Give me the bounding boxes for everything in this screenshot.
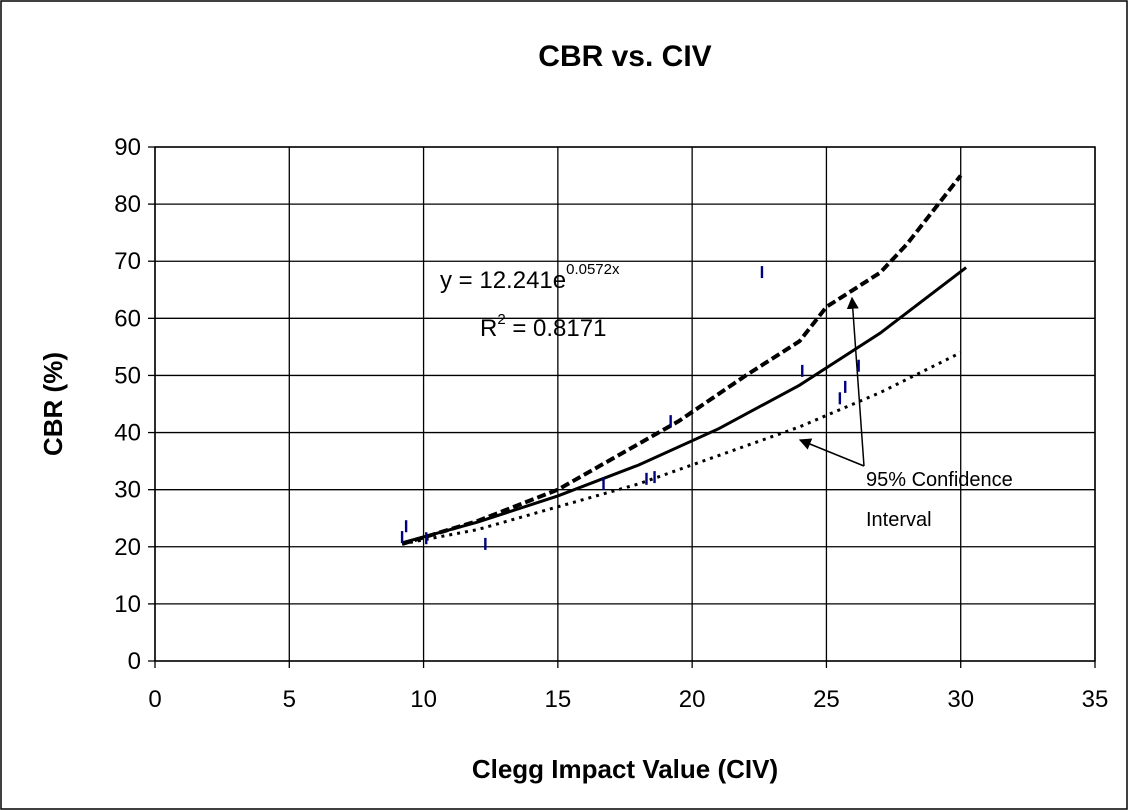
- data-point: [801, 364, 804, 377]
- r-squared-rest: = 0.8171: [506, 315, 607, 342]
- r-squared: R2 = 0.8171: [480, 311, 606, 342]
- annotation-arrow: [846, 296, 865, 467]
- annotation-line: 95% Confidence: [866, 469, 1013, 491]
- x-tick-label: 0: [148, 686, 161, 713]
- y-axis-title: CBR (%): [38, 352, 68, 456]
- x-tick-label: 30: [947, 686, 974, 713]
- trend-line: [401, 266, 967, 545]
- equation-base: y = 12.241e: [440, 267, 566, 294]
- annotation-line: Interval: [866, 509, 932, 531]
- chart-title: CBR vs. CIV: [538, 40, 711, 73]
- data-point: [844, 380, 847, 393]
- r-squared-exponent: 2: [497, 311, 505, 328]
- data-point: [645, 472, 648, 485]
- data-point: [857, 359, 860, 372]
- data-point: [653, 471, 656, 484]
- r-squared-base: R: [480, 315, 497, 342]
- data-point: [760, 266, 764, 279]
- y-tick-label: 60: [114, 305, 141, 332]
- y-tick-label: 90: [114, 134, 141, 161]
- x-tick-label: 35: [1082, 686, 1109, 713]
- equation: y = 12.241e0.0572x: [440, 261, 620, 294]
- x-tick-label: 25: [813, 686, 840, 713]
- y-tick-label: 70: [114, 248, 141, 275]
- x-tick-label: 20: [679, 686, 706, 713]
- y-tick-label: 0: [128, 648, 141, 675]
- data-point: [484, 537, 487, 550]
- x-axis-title: Clegg Impact Value (CIV): [472, 754, 778, 784]
- data-point: [425, 532, 428, 545]
- data-point: [400, 531, 404, 544]
- y-tick-label: 10: [114, 591, 141, 618]
- x-tick-label: 10: [410, 686, 437, 713]
- y-tick-label: 50: [114, 362, 141, 389]
- lower-ci-line: [401, 351, 962, 546]
- y-tick-label: 80: [114, 191, 141, 218]
- x-tick-label: 5: [283, 686, 296, 713]
- data-point: [669, 415, 672, 428]
- plot-area: [154, 146, 1096, 662]
- equation-exponent: 0.0572x: [566, 261, 620, 278]
- y-tick-label: 20: [114, 534, 141, 561]
- data-point: [404, 520, 408, 533]
- x-tick-label: 15: [545, 686, 572, 713]
- upper-ci-line: [401, 174, 963, 546]
- annotation-arrow: [798, 438, 865, 467]
- y-tick-label: 40: [114, 420, 141, 447]
- data-point: [602, 477, 605, 490]
- data-point: [838, 392, 842, 405]
- y-tick-label: 30: [114, 477, 141, 504]
